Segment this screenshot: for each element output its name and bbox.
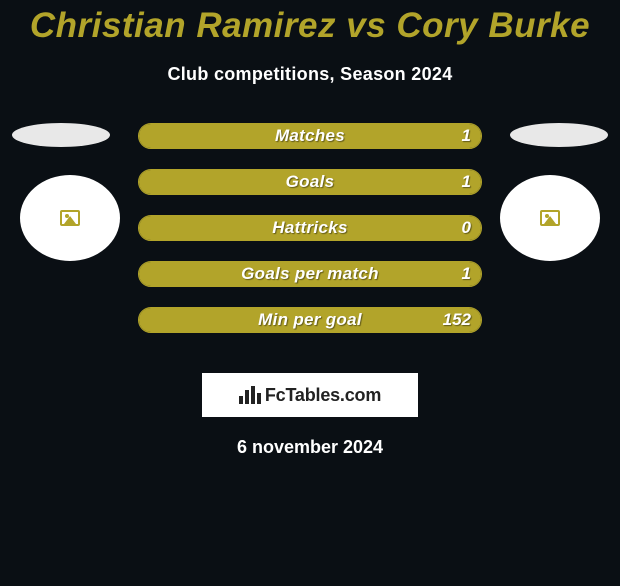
page-title: Christian Ramirez vs Cory Burke <box>0 6 620 46</box>
stat-row: 0 Hattricks <box>138 215 482 241</box>
player2-avatar <box>500 175 600 261</box>
fctables-logo-icon <box>239 386 261 404</box>
fctables-banner[interactable]: FcTables.com <box>202 373 418 417</box>
subtitle: Club competitions, Season 2024 <box>0 64 620 85</box>
stat-row: 1 Goals per match <box>138 261 482 287</box>
stat-label: Goals per match <box>241 264 379 284</box>
stat-label: Goals <box>286 172 335 192</box>
image-placeholder-icon <box>60 210 80 226</box>
stat-label: Min per goal <box>258 310 362 330</box>
stat-row: 1 Goals <box>138 169 482 195</box>
comparison-arena: 1 Matches 1 Goals 0 Hattricks 1 Goals per match… <box>0 123 620 353</box>
title-player1: Christian Ramirez <box>30 6 336 45</box>
player1-avatar <box>20 175 120 261</box>
stat-rows: 1 Matches 1 Goals 0 Hattricks 1 Goals per match… <box>138 123 482 353</box>
player1-podium <box>12 123 110 147</box>
title-vs: vs <box>346 6 386 45</box>
player2-podium <box>510 123 608 147</box>
stat-label: Matches <box>275 126 345 146</box>
title-player2: Cory Burke <box>396 6 590 45</box>
stat-value-player2: 0 <box>462 218 471 238</box>
stat-value-player2: 1 <box>462 126 471 146</box>
stat-row: 152 Min per goal <box>138 307 482 333</box>
banner-text: FcTables.com <box>265 385 381 406</box>
stat-value-player2: 152 <box>443 310 471 330</box>
image-placeholder-icon <box>540 210 560 226</box>
stat-value-player2: 1 <box>462 172 471 192</box>
stat-value-player2: 1 <box>462 264 471 284</box>
stat-row: 1 Matches <box>138 123 482 149</box>
stat-label: Hattricks <box>272 218 347 238</box>
footer-date: 6 november 2024 <box>0 437 620 458</box>
